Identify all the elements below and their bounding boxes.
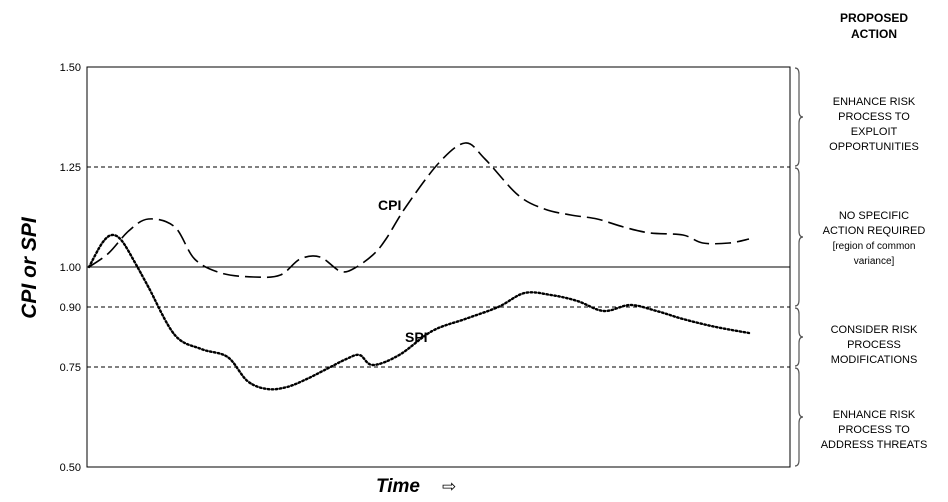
action-address-threats: ENHANCE RISK PROCESS TO ADDRESS THREATS (800, 393, 948, 453)
x-axis-arrow: ⇨ (442, 477, 456, 497)
y-tick-label: 0.75 (60, 362, 81, 374)
plot-frame (86, 66, 791, 468)
header-line-1: PROPOSED (839, 11, 908, 25)
y-tick-label: 1.25 (60, 162, 81, 174)
y-tick-label: 0.50 (60, 462, 81, 474)
y-tick-label: 1.50 (60, 62, 81, 74)
y-tick-label: 0.90 (60, 302, 81, 314)
reference-lines (87, 166, 790, 368)
action-brace (794, 167, 804, 307)
y-tick-label: 1.00 (60, 262, 81, 274)
action-brace (794, 67, 804, 167)
spi-series-label: SPI (405, 329, 428, 345)
cpi-line (88, 142, 750, 279)
action-no-specific: NO SPECIFIC ACTION REQUIRED [region of c… (800, 194, 948, 284)
series-layer (87, 142, 751, 391)
action-brace (794, 367, 804, 467)
header-line-2: ACTION (851, 27, 897, 41)
action-text: ENHANCE RISK PROCESS TO EXPLOIT OPPORTUN… (829, 96, 919, 153)
action-exploit-opportunities: ENHANCE RISK PROCESS TO EXPLOIT OPPORTUN… (800, 80, 948, 155)
cpi-series-label: CPI (378, 197, 401, 213)
y-axis-ticks: 1.50 1.25 1.00 0.90 0.75 0.50 (60, 62, 81, 474)
action-braces (794, 67, 804, 467)
x-axis-label: Time (376, 476, 420, 497)
action-text: ENHANCE RISK PROCESS TO ADDRESS THREATS (820, 409, 928, 451)
action-brace (794, 307, 804, 367)
action-text: NO SPECIFIC ACTION REQUIRED (822, 210, 926, 237)
spi-line (87, 233, 751, 391)
action-text: CONSIDER RISK PROCESS MODIFICATIONS (830, 324, 918, 366)
action-consider-modifications: CONSIDER RISK PROCESS MODIFICATIONS (800, 308, 948, 368)
action-note: [region of common variance] (832, 241, 916, 267)
y-axis-label: CPI or SPI (18, 216, 41, 319)
proposed-action-header: PROPOSED ACTION (800, 10, 948, 42)
